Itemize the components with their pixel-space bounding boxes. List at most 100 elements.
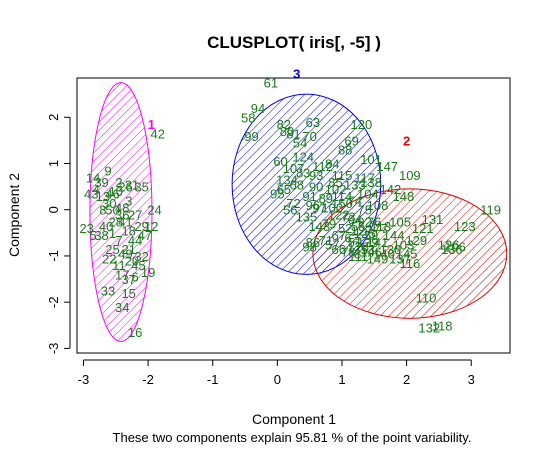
- point-label: 123: [454, 219, 476, 234]
- point-label: 43: [84, 187, 98, 202]
- point-label: 150: [331, 196, 353, 211]
- point-label: 94: [251, 101, 265, 116]
- point-label: 37: [121, 272, 135, 287]
- point-label: 59: [364, 228, 378, 243]
- point-label: 35: [134, 180, 148, 195]
- point-label: 51: [348, 235, 362, 250]
- point-label: 100: [321, 200, 343, 215]
- y-tick-label: -3: [46, 343, 61, 355]
- point-label: 6: [132, 270, 139, 285]
- point-label: 102: [325, 182, 347, 197]
- point-label: 111: [348, 249, 368, 264]
- y-tick-label: 1: [46, 160, 61, 167]
- point-label: 82: [277, 117, 291, 132]
- point-label: 140: [373, 247, 395, 262]
- point-label: 53: [361, 242, 375, 257]
- point-label: 4: [93, 182, 100, 197]
- point-label: 50: [105, 203, 119, 218]
- point-label: 33: [101, 284, 115, 299]
- point-label: 56: [283, 203, 297, 218]
- point-label: 138: [360, 175, 382, 190]
- point-label: 72: [286, 196, 300, 211]
- point-label: 15: [121, 286, 135, 301]
- point-label: 103: [393, 237, 415, 252]
- y-axis: -3 -2 -1 0 1 2: [46, 114, 71, 355]
- point-label: 88: [338, 143, 352, 158]
- point-label: 110: [416, 291, 437, 306]
- point-label: 93: [309, 168, 323, 183]
- point-label: 122: [328, 207, 350, 222]
- cluster-number-label: 3: [293, 66, 300, 81]
- point-label: 26: [118, 180, 132, 195]
- point-label: 9: [104, 163, 111, 178]
- point-label: 73: [341, 210, 355, 225]
- point-label: 63: [306, 115, 320, 130]
- point-label: 20: [125, 254, 139, 269]
- point-label: 40: [99, 219, 113, 234]
- point-label: 113: [370, 219, 391, 234]
- point-label: 91: [302, 189, 316, 204]
- point-label: 60: [273, 154, 287, 169]
- point-label: 57: [325, 237, 339, 252]
- point-label: 71: [319, 233, 333, 248]
- point-label: 21: [121, 242, 135, 257]
- point-label: 137: [389, 251, 411, 266]
- point-label: 77: [374, 221, 388, 236]
- point-label: 141: [367, 235, 389, 250]
- point-label: 18: [121, 224, 135, 239]
- point-label: 27: [128, 207, 142, 222]
- point-label: 114: [332, 189, 353, 204]
- point-label: 142: [380, 182, 402, 197]
- point-label: 80: [280, 124, 294, 139]
- x-tick-label: 0: [274, 372, 281, 387]
- point-label: 65: [277, 182, 291, 197]
- y-tick-label: 0: [46, 206, 61, 213]
- point-label: 115: [332, 168, 353, 183]
- point-label: 121: [412, 221, 434, 236]
- point-label: 136: [441, 242, 463, 257]
- point-label: 62: [344, 230, 358, 245]
- point-label: 66: [332, 242, 346, 257]
- point-label: 11: [112, 258, 126, 273]
- point-label: 17: [115, 267, 129, 282]
- point-label: 107: [283, 161, 305, 176]
- point-label: 112: [312, 159, 333, 174]
- point-label: 149: [367, 251, 389, 266]
- cluster-ellipse: [231, 93, 382, 275]
- point-label: 127: [351, 224, 373, 239]
- point-label: 8: [99, 203, 106, 218]
- plot-frame: [76, 77, 511, 354]
- point-label: 13: [96, 189, 110, 204]
- point-label: 83: [296, 166, 310, 181]
- point-label: 69: [344, 133, 358, 148]
- point-label: 54: [293, 136, 307, 151]
- point-label: 55: [351, 219, 365, 234]
- point-label: 64: [348, 212, 362, 227]
- point-label: 78: [341, 244, 355, 259]
- point-label: 106: [444, 240, 466, 255]
- point-label: 75: [357, 203, 371, 218]
- x-axis-label: Component 1: [252, 411, 336, 427]
- point-label: 145: [396, 247, 418, 262]
- point-label: 76: [367, 214, 381, 229]
- point-label: 92: [357, 214, 371, 229]
- point-label: 96: [306, 198, 320, 213]
- point-label: 129: [405, 233, 427, 248]
- point-label: 47: [138, 228, 152, 243]
- point-label: 126: [438, 237, 460, 252]
- y-tick-label: -1: [46, 250, 61, 262]
- point-label: 97: [312, 200, 326, 215]
- point-label: 124: [292, 150, 314, 165]
- point-label: 39: [94, 175, 108, 190]
- point-label: 14: [86, 170, 100, 185]
- point-label: 148: [393, 189, 415, 204]
- point-label: 95: [270, 187, 284, 202]
- point-label: 119: [480, 203, 501, 218]
- point-label: 10: [109, 184, 123, 199]
- point-label: 105: [389, 214, 411, 229]
- point-label: 147: [376, 159, 398, 174]
- point-label: 58: [241, 110, 255, 125]
- point-label: 32: [134, 249, 148, 264]
- point-label: 48: [115, 200, 129, 215]
- x-tick-label: -2: [142, 372, 154, 387]
